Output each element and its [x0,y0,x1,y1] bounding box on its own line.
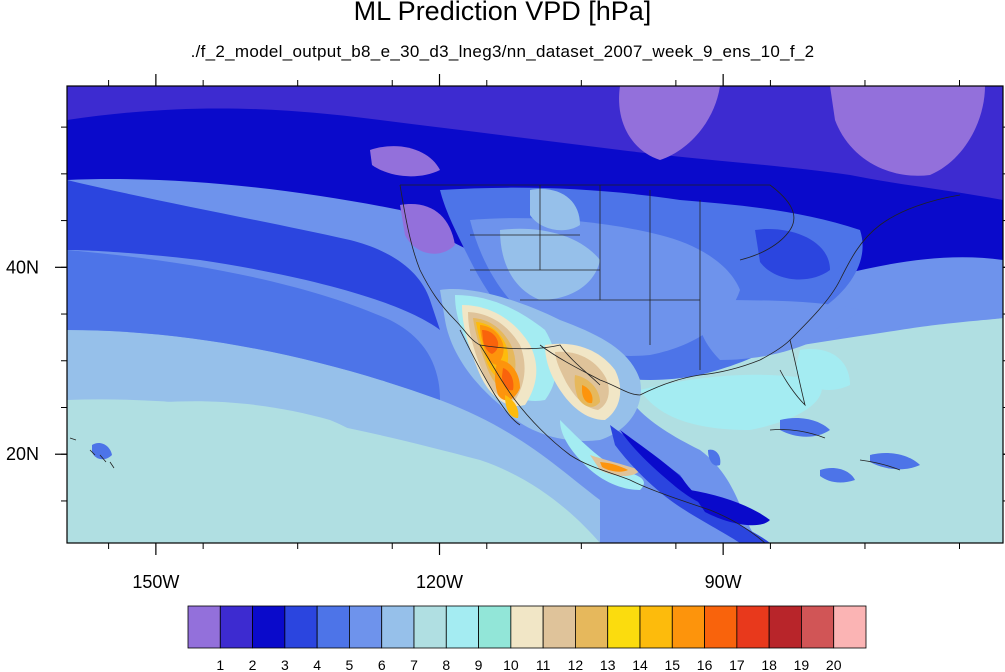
colorbar-swatch [833,605,867,649]
colorbar-swatch [542,605,576,649]
lon-tick-label: 150W [132,572,179,592]
colorbar-swatch [607,605,641,649]
colorbar-swatch [284,605,318,649]
colorbar-swatch [704,605,738,649]
vpd-field [67,86,1003,543]
colorbar-label: 20 [826,657,842,672]
colorbar-label: 3 [281,657,289,672]
colorbar-label: 15 [664,657,680,672]
map-subtitle: ./f_2_model_output_b8_e_30_d3_lneg3/nn_d… [190,42,815,61]
colorbar-swatch [671,605,705,649]
colorbar-label: 16 [697,657,713,672]
colorbar-swatch [639,605,673,649]
colorbar-label: 8 [442,657,450,672]
lon-tick-label: 120W [416,572,463,592]
lat-tick-label: 20N [6,444,39,464]
colorbar-label: 17 [729,657,745,672]
colorbar-swatch [349,605,383,649]
colorbar-swatch [252,605,286,649]
colorbar-label: 1 [216,657,224,672]
colorbar-swatch [187,605,221,649]
colorbar-label: 4 [313,657,321,672]
colorbar-swatch [478,605,512,649]
colorbar-swatch [736,605,770,649]
coastlines [69,184,961,543]
colorbar: 1 2 3 4 5 6 7 8 9 10 11 12 13 14 15 16 17 18 19 20 [187,605,867,672]
colorbar-label: 14 [632,657,648,672]
colorbar-label: 10 [503,657,519,672]
colorbar-label: 9 [475,657,483,672]
map-title: ML Prediction VPD [hPa] [353,0,652,26]
colorbar-label: 2 [249,657,257,672]
colorbar-swatch [510,605,544,649]
colorbar-label: 11 [536,657,551,672]
colorbar-label: 19 [794,657,810,672]
lon-tick-label: 90W [705,572,742,592]
colorbar-label: 7 [410,657,418,672]
colorbar-swatch [801,605,835,649]
colorbar-label: 13 [600,657,616,672]
axis-ticks: 150W 120W 90W 40N 20N [6,74,1005,592]
colorbar-swatch [575,605,609,649]
colorbar-swatch [316,605,350,649]
colorbar-swatch [413,605,447,649]
colorbar-swatch [219,605,253,649]
colorbar-label: 6 [378,657,386,672]
colorbar-swatch [381,605,415,649]
colorbar-swatch [768,605,802,649]
lat-tick-label: 40N [6,257,39,277]
colorbar-label: 5 [346,657,354,672]
colorbar-label: 12 [568,657,584,672]
colorbar-label: 18 [761,657,777,672]
colorbar-swatch [445,605,479,649]
